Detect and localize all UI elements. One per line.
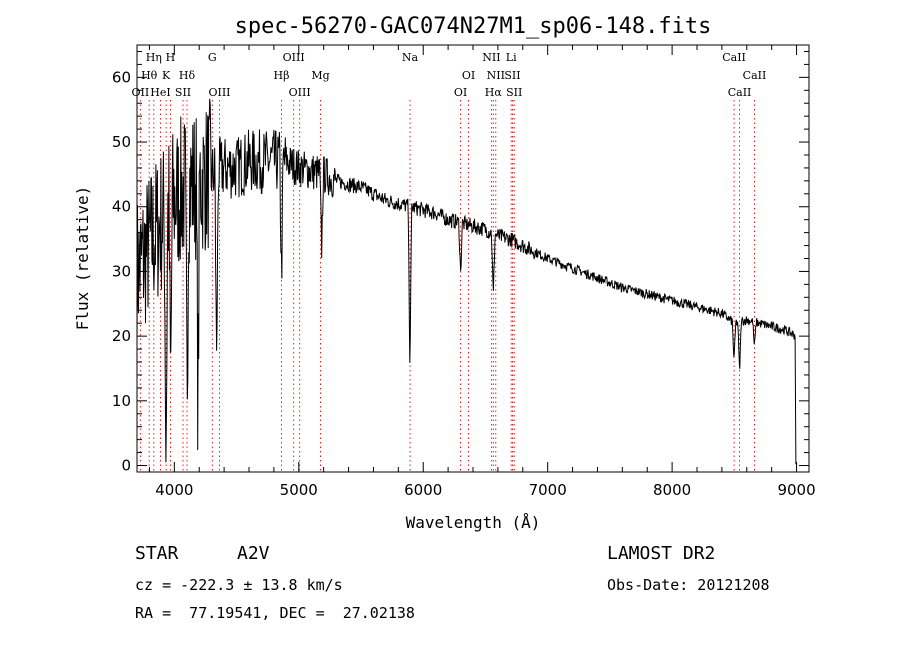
y-tick-label: 60 [112,68,131,86]
y-tick-label: 40 [112,198,131,216]
spectrum-trace [136,98,797,465]
line-marker-label: SII [175,86,191,99]
y-tick-label: 50 [112,133,131,151]
line-marker-label: OI [462,69,475,82]
line-marker-label: H [166,51,176,64]
line-marker-label: Mg [311,69,329,82]
axes: 4000 5000 6000 7000 8000 9000 0 10 20 30 40 50 60 [112,45,816,499]
redshift-velocity: cz = -222.3 ± 13.8 km/s [135,576,343,594]
x-tick-label: 5000 [280,481,318,499]
line-marker-label: NII [487,69,505,82]
coordinates: RA = 77.19541, DEC = 27.02138 [135,604,415,622]
line-markers: OIIHθHηHeIKHSIIHδGOIIIHβOIIIOIIIMgNaOIOI… [132,51,767,472]
line-marker-label: Hθ [141,69,158,82]
line-marker-label: CaII [728,86,752,99]
survey-name: LAMOST DR2 [607,543,716,564]
observation-date: Obs-Date: 20121208 [607,576,770,594]
x-axis-label: Wavelength (Å) [406,513,541,532]
line-marker-label: CaII [743,69,767,82]
spectral-subclass: A2V [237,543,270,564]
y-axis-label: Flux (relative) [73,186,92,331]
line-marker-label: OIII [283,51,305,64]
line-marker-label: Hη [146,51,162,64]
y-tick-label: 0 [121,457,131,475]
plot-frame [136,44,810,473]
line-marker-label: K [162,69,171,82]
line-marker-label: Hα [485,86,503,99]
line-marker-label: HeI [150,86,170,99]
chart-title: spec-56270-GAC074N27M1_sp06-148.fits [235,14,712,39]
x-tick-label: 9000 [777,481,815,499]
line-marker-label: OII [132,86,150,99]
line-marker-label: OI [454,86,467,99]
x-tick-label: 8000 [653,481,691,499]
line-marker-label: SII [504,69,520,82]
spectrum-line [136,98,797,465]
x-tick-label: 6000 [404,481,442,499]
x-tick-label: 4000 [155,481,193,499]
y-tick-label: 10 [112,392,131,410]
line-marker-label: Hδ [179,69,196,82]
line-marker-label: Na [402,51,419,64]
line-marker-label: NII [482,51,500,64]
line-marker-label: CaII [722,51,746,64]
line-marker-label: Li [506,51,517,64]
line-marker-label: Hβ [274,69,290,82]
object-class: STAR [135,543,179,564]
y-tick-label: 20 [112,327,131,345]
line-marker-label: OIII [289,86,311,99]
y-tick-label: 30 [112,262,131,280]
line-marker-label: SII [506,86,522,99]
line-marker-label: OIII [208,86,230,99]
line-marker-label: G [208,51,217,64]
x-tick-label: 7000 [529,481,567,499]
